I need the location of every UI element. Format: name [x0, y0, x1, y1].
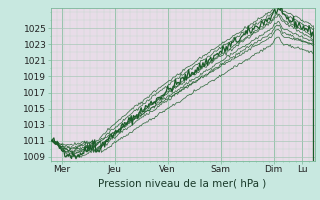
X-axis label: Pression niveau de la mer( hPa ): Pression niveau de la mer( hPa ): [99, 178, 267, 188]
